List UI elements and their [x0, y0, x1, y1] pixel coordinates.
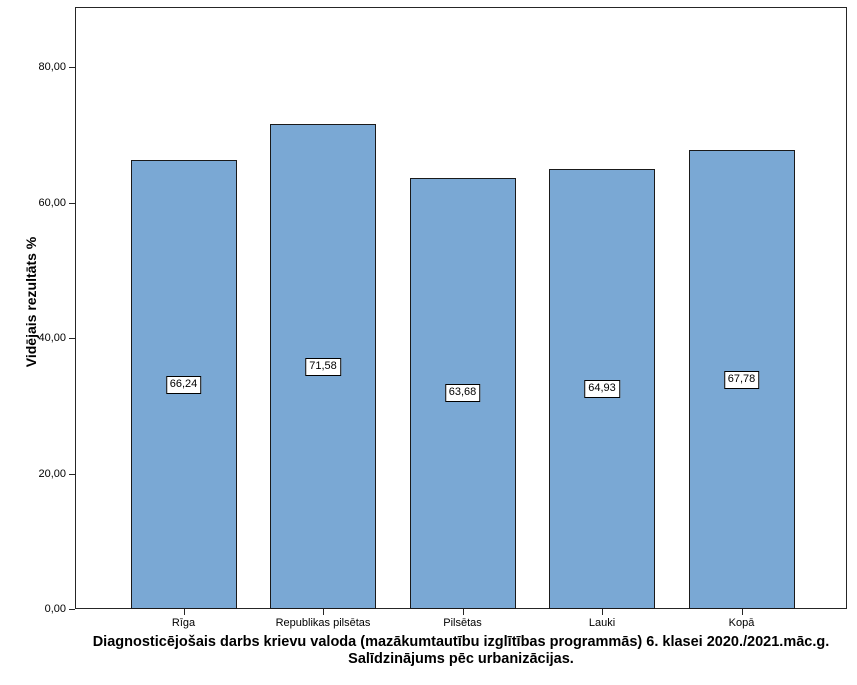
- x-category-label: Republikas pilsētas: [275, 617, 371, 629]
- y-tick-label: 20,00: [38, 467, 66, 480]
- x-tick-mark: [602, 609, 603, 615]
- x-category-label: Pilsētas: [443, 617, 482, 629]
- bar-value-label: 66,24: [165, 375, 202, 394]
- chart-title-line1: Diagnosticējošais darbs krievu valoda (m…: [92, 634, 830, 650]
- chart-title-line2: Salīdzinājums pēc urbanizācijas.: [348, 650, 574, 667]
- y-axis-title: Vidējais rezultāts %: [23, 236, 39, 368]
- x-category-label: Kopā: [728, 617, 755, 629]
- y-tick-mark: [69, 473, 75, 475]
- y-tick-label: 80,00: [38, 61, 66, 74]
- y-tick-mark: [69, 609, 75, 610]
- x-tick-mark: [183, 609, 185, 615]
- bar-value-label: 64,93: [584, 380, 620, 399]
- chart-title: Diagnosticējošais darbs krievu valoda (m…: [75, 634, 847, 667]
- bar-value-label: 63,68: [444, 384, 481, 403]
- y-tick-label: 40,00: [38, 332, 66, 345]
- y-tick-mark: [69, 67, 75, 69]
- bar-4: [549, 169, 655, 609]
- bar-value-label: 67,78: [723, 370, 760, 389]
- x-category-label: Rīga: [171, 617, 196, 629]
- y-tick-label: 0,00: [44, 603, 66, 615]
- x-tick-mark: [323, 609, 324, 615]
- x-tick-mark: [462, 609, 464, 615]
- bar-value-label: 71,58: [305, 357, 341, 376]
- y-tick-mark: [69, 202, 75, 204]
- y-tick-mark: [69, 338, 75, 340]
- x-category-label: Lauki: [588, 617, 616, 629]
- x-tick-mark: [741, 609, 743, 615]
- y-tick-label: 60,00: [38, 196, 66, 209]
